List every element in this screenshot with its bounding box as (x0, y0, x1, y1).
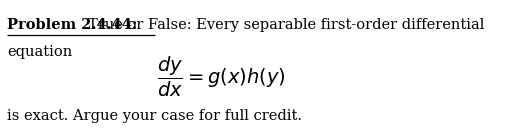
Text: is exact. Argue your case for full credit.: is exact. Argue your case for full credi… (7, 109, 302, 123)
Text: Problem 2.4.44:: Problem 2.4.44: (7, 18, 138, 32)
Text: True or False: Every separable first-order differential: True or False: Every separable first-ord… (88, 18, 484, 32)
Text: $\dfrac{dy}{dx} = g(x)h(y)$: $\dfrac{dy}{dx} = g(x)h(y)$ (157, 55, 286, 99)
Text: equation: equation (7, 45, 72, 59)
